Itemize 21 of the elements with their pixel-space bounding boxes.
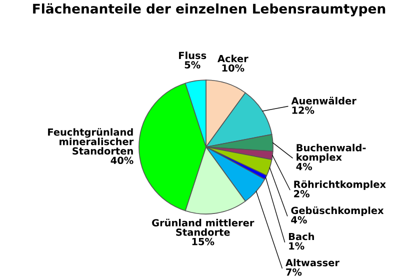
slice-label: Auenwälder (291, 96, 356, 104)
data-label: 15% (192, 238, 214, 246)
data-label: 7% (286, 268, 302, 276)
slice-label: Fluss (179, 52, 206, 60)
chart-title: Flächenanteile der einzelnen Lebensraumtypen (33, 3, 386, 16)
data-label: 4% (296, 162, 312, 170)
data-label: 4% (291, 216, 307, 224)
slice-label: Buchenwald- komplex (296, 144, 366, 163)
slice-label: Gebüschkomplex (291, 206, 384, 216)
slice-label: Bach (288, 232, 314, 240)
data-label: 10% (222, 64, 244, 72)
data-label: 2% (294, 190, 310, 198)
data-label: 5% (184, 61, 200, 68)
slice-label: Röhrichtkomplex (294, 180, 386, 190)
data-label: 40% (110, 156, 134, 164)
slice-label: Feuchtgrünland mineralischer Standorten (48, 128, 134, 155)
slice-label: Altwasser (286, 258, 340, 266)
slice-label: Acker (218, 54, 248, 62)
slice-label: Grünland mittlerer Standorte (152, 218, 254, 236)
data-label: 12% (292, 106, 314, 114)
data-label: 1% (289, 242, 304, 250)
